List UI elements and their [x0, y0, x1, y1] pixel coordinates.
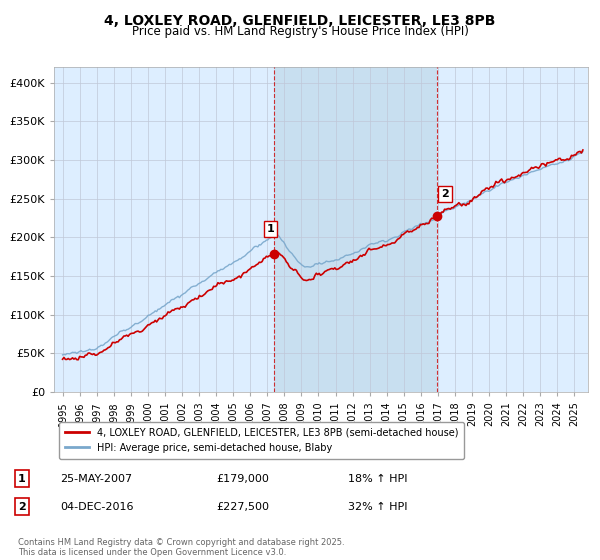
Text: 1: 1: [266, 224, 274, 234]
Text: 4, LOXLEY ROAD, GLENFIELD, LEICESTER, LE3 8PB: 4, LOXLEY ROAD, GLENFIELD, LEICESTER, LE…: [104, 14, 496, 28]
Text: £179,000: £179,000: [216, 474, 269, 484]
Text: Price paid vs. HM Land Registry's House Price Index (HPI): Price paid vs. HM Land Registry's House …: [131, 25, 469, 38]
Text: Contains HM Land Registry data © Crown copyright and database right 2025.
This d: Contains HM Land Registry data © Crown c…: [18, 538, 344, 557]
Text: 32% ↑ HPI: 32% ↑ HPI: [348, 502, 407, 512]
Legend: 4, LOXLEY ROAD, GLENFIELD, LEICESTER, LE3 8PB (semi-detached house), HPI: Averag: 4, LOXLEY ROAD, GLENFIELD, LEICESTER, LE…: [59, 422, 464, 459]
Text: 18% ↑ HPI: 18% ↑ HPI: [348, 474, 407, 484]
Text: £227,500: £227,500: [216, 502, 269, 512]
Text: 1: 1: [18, 474, 26, 484]
Bar: [274, 67, 437, 392]
Text: 2: 2: [441, 189, 449, 199]
Text: 25-MAY-2007: 25-MAY-2007: [60, 474, 132, 484]
Text: 04-DEC-2016: 04-DEC-2016: [60, 502, 133, 512]
Text: 2: 2: [18, 502, 26, 512]
